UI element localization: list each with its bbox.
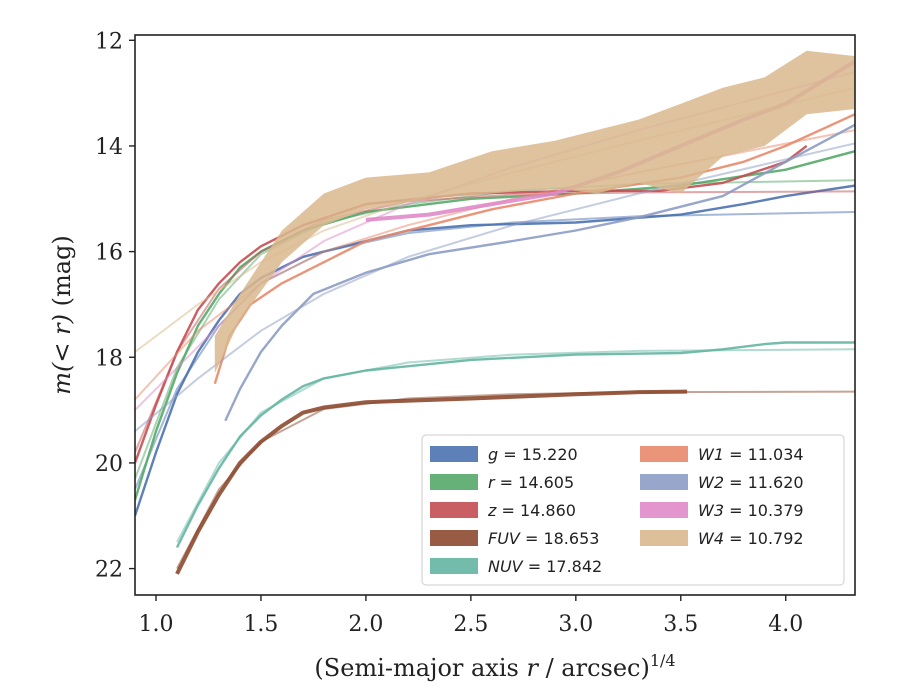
y-tick-label: 22 [95,558,123,583]
y-tick-label: 20 [95,452,123,477]
series-w4-band [214,50,855,374]
legend-label-z: z = 14.860 [487,501,576,520]
legend-label-nuv: NUV = 17.842 [488,557,602,576]
legend-label-w1: W1 = 11.034 [698,445,804,464]
x-axis-label: (Semi-major axis r / arcsec)1/4 [314,651,675,682]
series-w2-fit-line [135,142,855,432]
series-w2-line [224,123,855,422]
legend-swatch-fuv [430,530,478,546]
plot-frame [134,34,856,596]
x-tick-label: 4.0 [768,612,803,637]
legend-swatch-w4 [640,530,688,546]
legend-swatch-w3 [640,502,688,518]
axis-ticks: 1.0 1.5 2.0 2.5 3.0 3.5 4.0 12 14 16 18 20 22 [95,29,803,637]
legend-label-fuv: FUV = 18.653 [488,529,599,548]
legend-swatch-nuv [430,558,478,574]
y-tick-label: 18 [95,346,123,371]
x-tick-label: 2.0 [348,612,383,637]
x-tick-label: 3.5 [663,612,698,637]
legend-label-w2: W2 = 11.620 [698,473,804,492]
legend-label-w4: W4 = 10.792 [698,529,804,548]
series-fuv-line [175,389,688,575]
legend-label-g: g = 15.220 [488,445,578,464]
legend-swatch-z [430,502,478,518]
legend-label-r: r = 14.605 [488,473,574,492]
x-tick-label: 3.0 [558,612,593,637]
y-axis-label: m(< r) (mag) [48,235,76,395]
x-tick-label: 1.0 [138,612,173,637]
data-layer [135,50,855,575]
legend-swatch-g [430,446,478,462]
legend-label-w3: W3 = 10.379 [698,501,804,520]
legend-swatch-w1 [640,446,688,462]
x-tick-label: 1.5 [243,612,278,637]
y-tick-label: 14 [95,135,123,160]
legend-box [421,434,845,586]
legend-swatch-r [430,474,478,490]
series-nuv-line [175,341,855,549]
y-tick-label: 12 [95,29,123,54]
y-tick-label: 16 [95,241,123,266]
legend: g = 15.220 r = 14.605 z = 14.860 FUV = 18.6… [421,434,845,586]
x-tick-label: 2.5 [453,612,488,637]
legend-swatch-w2 [640,474,688,490]
